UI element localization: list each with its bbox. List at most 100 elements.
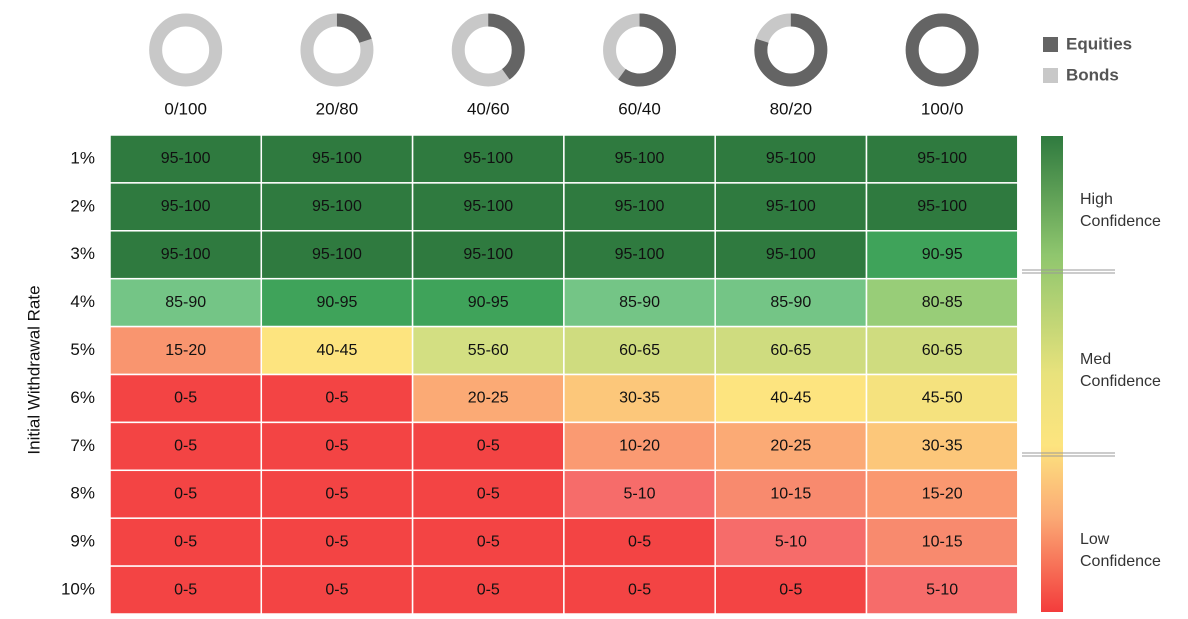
cell-text: 0-5 — [174, 581, 197, 598]
cell — [109, 182, 263, 232]
cell-text: 95-100 — [161, 150, 211, 167]
cell-text: 0-5 — [325, 533, 348, 550]
confidence-label: Med — [1080, 351, 1111, 368]
cell-text: 5-10 — [624, 485, 656, 502]
column-label: 0/100 — [164, 99, 207, 118]
cell-text: 0-5 — [325, 390, 348, 407]
cell-text: 0-5 — [477, 438, 500, 455]
cell-text: 0-5 — [325, 438, 348, 455]
cell — [865, 325, 1019, 376]
confidence-label: Confidence — [1080, 373, 1161, 390]
cell — [563, 182, 716, 232]
cell-text: 95-100 — [463, 150, 513, 167]
cell — [563, 373, 716, 424]
confidence-label: High — [1080, 191, 1113, 208]
cell-text: 30-35 — [922, 438, 963, 455]
cell-text: 95-100 — [615, 150, 665, 167]
cell-text: 95-100 — [463, 198, 513, 215]
row-label: 2% — [70, 196, 95, 215]
column-label: 80/20 — [770, 99, 813, 118]
cell-text: 0-5 — [174, 533, 197, 550]
row-label: 7% — [70, 436, 95, 455]
cell-text: 40-45 — [770, 390, 811, 407]
cell — [714, 277, 868, 328]
cell — [260, 517, 414, 567]
legend-swatch — [1043, 37, 1058, 52]
cell-text: 95-100 — [161, 198, 211, 215]
cell-text: 85-90 — [165, 294, 206, 311]
column-label: 40/60 — [467, 99, 510, 118]
cell-text: 95-100 — [615, 246, 665, 263]
cell-text: 0-5 — [779, 581, 802, 598]
cell — [563, 230, 716, 280]
cell-text: 30-35 — [619, 390, 660, 407]
cell — [411, 373, 565, 424]
cell — [411, 325, 565, 376]
cell-text: 60-65 — [619, 342, 660, 359]
cell-text: 95-100 — [161, 246, 211, 263]
cell-text: 10-20 — [619, 438, 660, 455]
cell-text: 95-100 — [463, 246, 513, 263]
legend-swatch — [1043, 68, 1058, 83]
legend-label: Bonds — [1066, 65, 1119, 84]
cell-text: 95-100 — [312, 198, 362, 215]
cell — [411, 277, 565, 328]
cell-text: 95-100 — [312, 150, 362, 167]
cell-text: 20-25 — [468, 390, 509, 407]
cell-text: 95-100 — [312, 246, 362, 263]
cell-text: 95-100 — [766, 150, 816, 167]
cell-text: 10-15 — [922, 533, 963, 550]
colorbar — [1041, 136, 1063, 612]
legend-label: Equities — [1066, 34, 1132, 53]
cell — [865, 469, 1019, 519]
cell — [411, 469, 565, 519]
cell-text: 15-20 — [922, 485, 963, 502]
cell-text: 0-5 — [325, 581, 348, 598]
donut-equities — [905, 13, 979, 87]
confidence-label: Low — [1080, 531, 1110, 548]
cell-text: 20-25 — [770, 438, 811, 455]
confidence-label: Confidence — [1080, 553, 1161, 570]
row-label: 4% — [70, 292, 95, 311]
cell — [865, 277, 1019, 328]
cell-text: 15-20 — [165, 342, 206, 359]
cell — [865, 373, 1019, 424]
cell-text: 95-100 — [917, 198, 967, 215]
cell — [563, 325, 716, 376]
column-label: 20/80 — [316, 99, 359, 118]
cell-text: 60-65 — [770, 342, 811, 359]
row-label: 8% — [70, 484, 95, 503]
cell — [260, 182, 414, 232]
cell — [865, 134, 1019, 184]
cell-text: 0-5 — [174, 438, 197, 455]
row-label: 5% — [70, 340, 95, 359]
cell — [714, 325, 868, 376]
cell-text: 0-5 — [477, 581, 500, 598]
cell — [714, 373, 868, 424]
cell-text: 0-5 — [174, 390, 197, 407]
column-label: 100/0 — [921, 99, 964, 118]
cell — [260, 325, 414, 376]
cell-text: 95-100 — [766, 246, 816, 263]
cell-text: 0-5 — [628, 581, 651, 598]
cell-text: 10-15 — [770, 485, 811, 502]
cell-text: 0-5 — [628, 533, 651, 550]
cell — [563, 517, 716, 567]
row-label: 9% — [70, 532, 95, 551]
donut-equities — [754, 13, 828, 87]
cell — [411, 134, 565, 184]
cell-text: 60-65 — [922, 342, 963, 359]
cell-text: 0-5 — [477, 533, 500, 550]
cell-text: 95-100 — [615, 198, 665, 215]
cell-text: 0-5 — [325, 485, 348, 502]
cell-text: 90-95 — [922, 246, 963, 263]
cell — [109, 565, 263, 615]
cell — [109, 325, 263, 376]
cell-text: 85-90 — [770, 294, 811, 311]
cell-text: 90-95 — [468, 294, 509, 311]
donut-equities — [451, 13, 525, 87]
cell-text: 95-100 — [766, 198, 816, 215]
donut-equities — [300, 13, 374, 87]
cell-text: 55-60 — [468, 342, 509, 359]
donut-equities — [603, 13, 677, 87]
